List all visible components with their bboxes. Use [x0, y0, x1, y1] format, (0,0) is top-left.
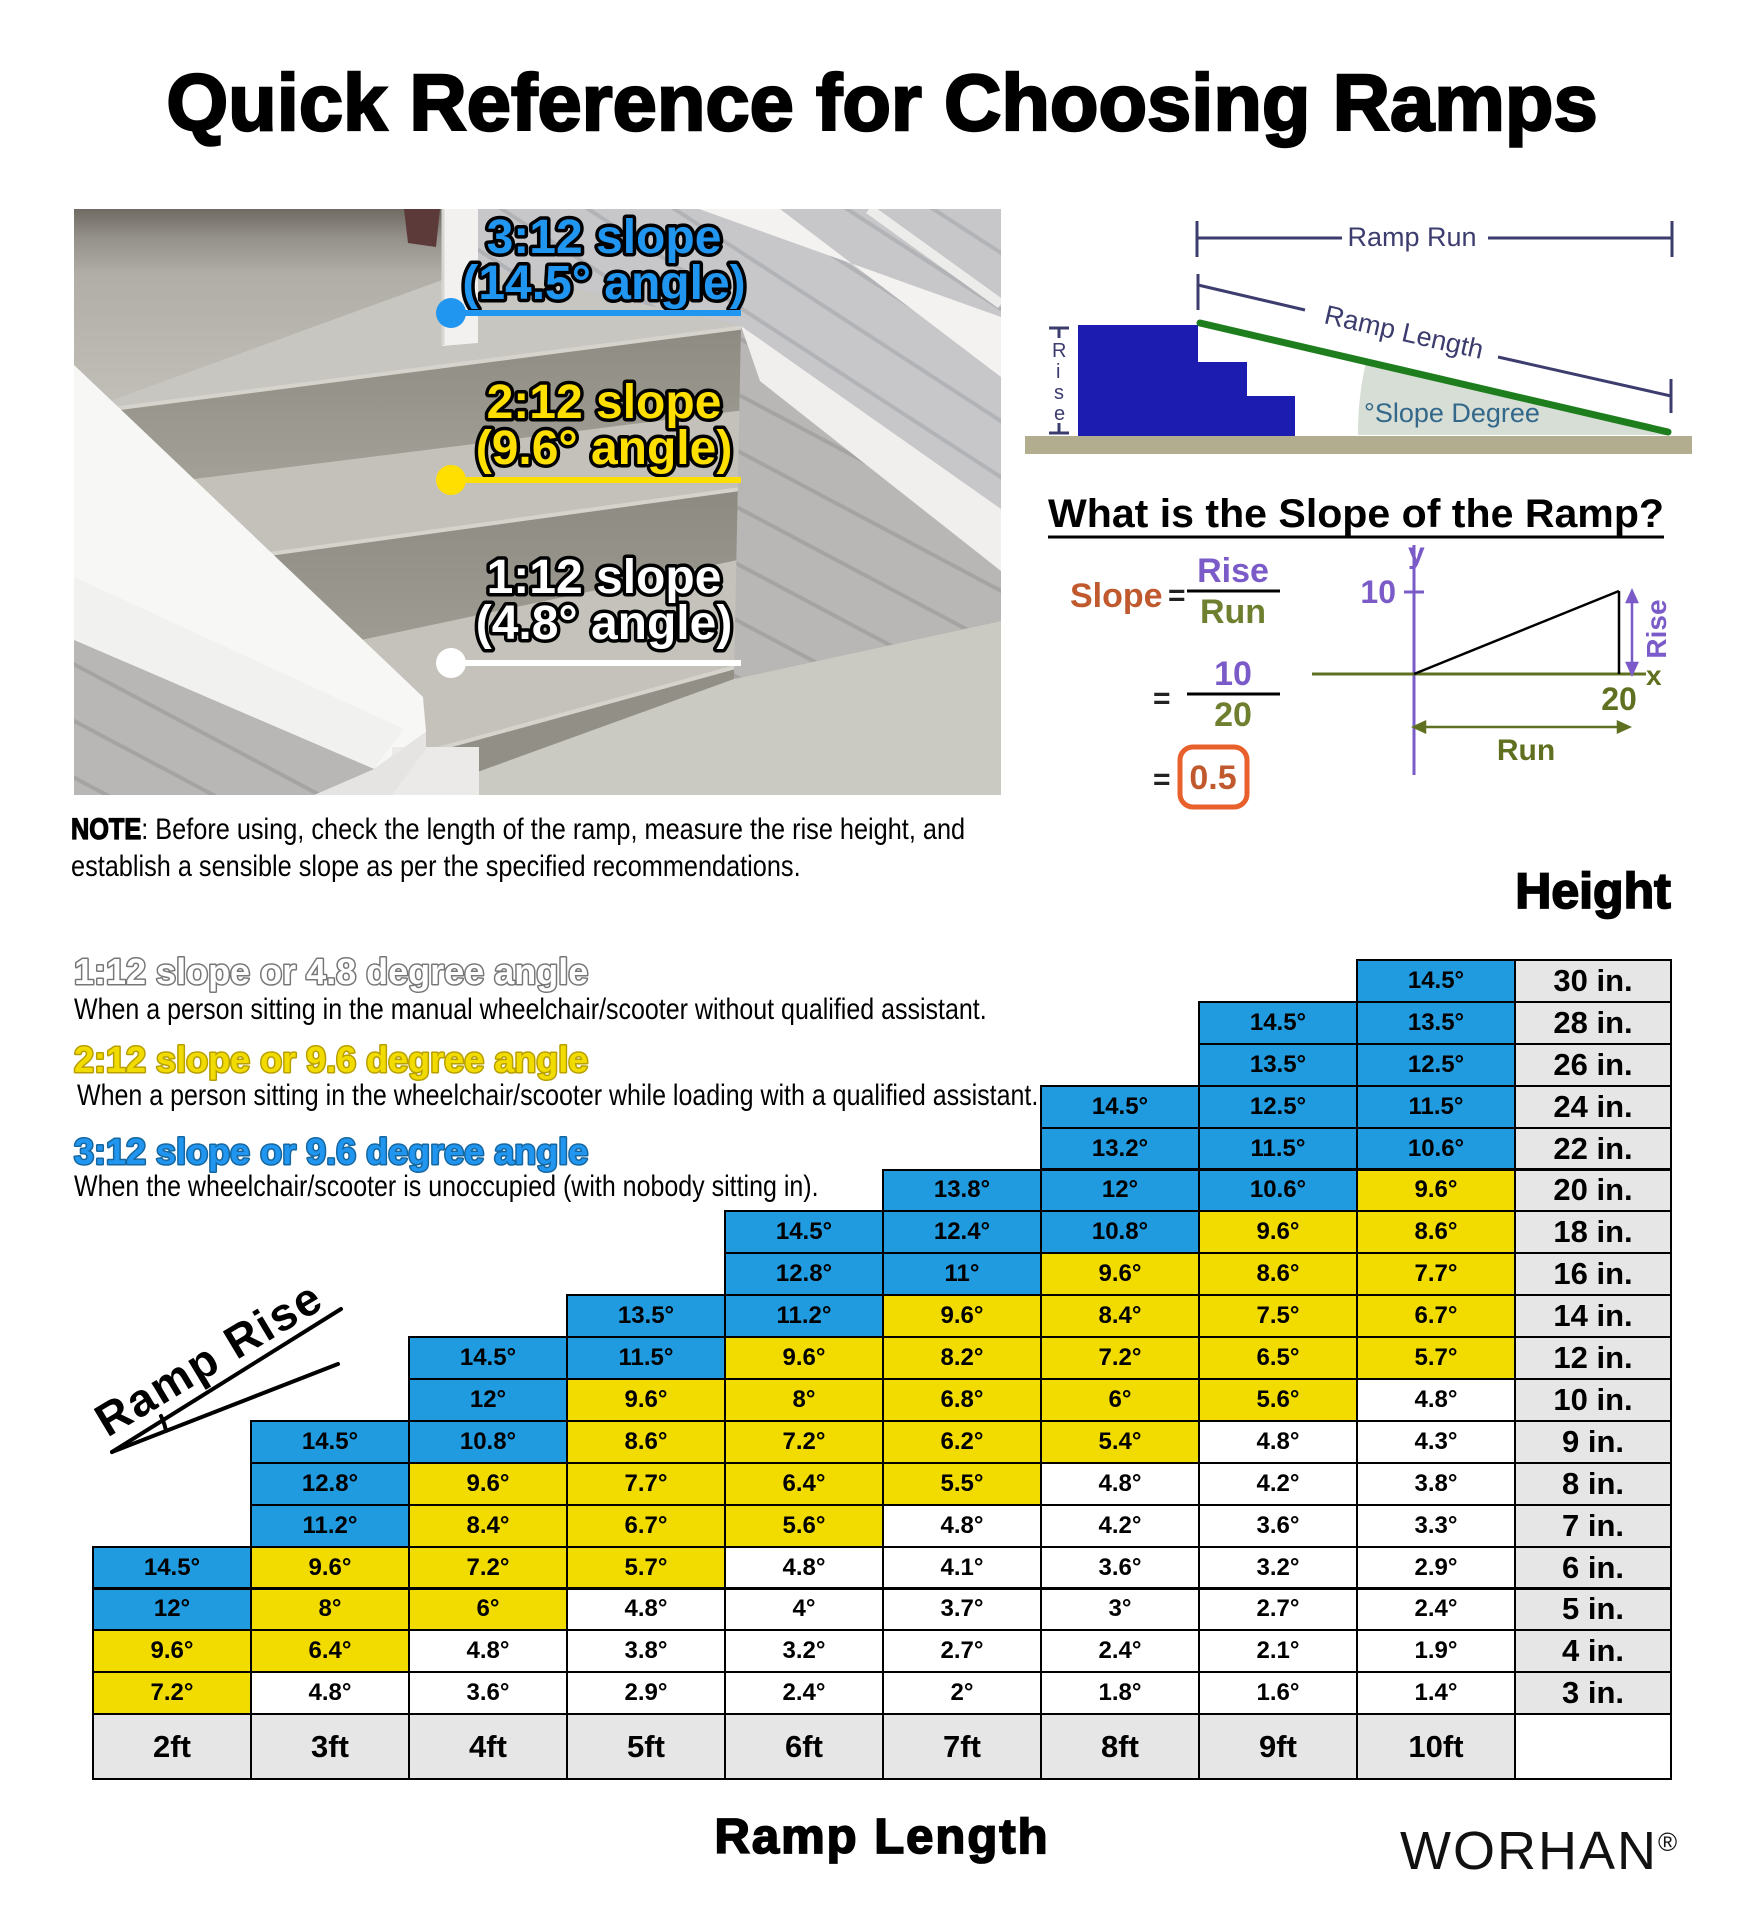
- svg-text:(9.6° angle): (9.6° angle): [476, 422, 733, 475]
- svg-text:i: i: [1056, 361, 1060, 383]
- svg-text:s: s: [1054, 382, 1064, 404]
- svg-text:10: 10: [1360, 574, 1396, 610]
- svg-text:20: 20: [1601, 681, 1637, 717]
- svg-text:=: =: [1153, 682, 1171, 715]
- svg-text:°Slope Degree: °Slope Degree: [1364, 398, 1540, 428]
- svg-text:10: 10: [1214, 655, 1252, 693]
- svg-text:R: R: [1052, 340, 1066, 362]
- svg-text:1:12 slope or 4.8 degree angle: 1:12 slope or 4.8 degree angle: [74, 951, 588, 992]
- svg-text:e: e: [1054, 403, 1065, 425]
- svg-text:(4.8° angle): (4.8° angle): [476, 597, 733, 650]
- svg-text:x: x: [1646, 660, 1662, 691]
- svg-text:=: =: [1153, 763, 1171, 796]
- svg-text:1:12 slope: 1:12 slope: [487, 551, 722, 604]
- svg-text:Slope: Slope: [1070, 577, 1163, 615]
- svg-text:Ramp Run: Ramp Run: [1347, 222, 1476, 252]
- svg-text:Rise: Rise: [1641, 599, 1672, 658]
- svg-text:2:12 slope or 9.6 degree angle: 2:12 slope or 9.6 degree angle: [74, 1039, 588, 1080]
- svg-text:20: 20: [1214, 696, 1252, 734]
- svg-text:3:12 slope: 3:12 slope: [487, 211, 722, 264]
- svg-text:3:12 slope or 9.6 degree angle: 3:12 slope or 9.6 degree angle: [74, 1131, 588, 1172]
- svg-text:y: y: [1408, 537, 1425, 570]
- svg-text:Run: Run: [1200, 593, 1266, 631]
- svg-text:What is the Slope of the Ramp?: What is the Slope of the Ramp?: [1048, 492, 1664, 536]
- svg-text:Rise: Rise: [1197, 552, 1269, 590]
- svg-text:2:12 slope: 2:12 slope: [487, 376, 722, 429]
- svg-text:0.5: 0.5: [1189, 759, 1236, 797]
- svg-text:=: =: [1168, 579, 1186, 612]
- svg-text:(14.5° angle): (14.5° angle): [462, 257, 745, 310]
- svg-text:Run: Run: [1497, 734, 1555, 767]
